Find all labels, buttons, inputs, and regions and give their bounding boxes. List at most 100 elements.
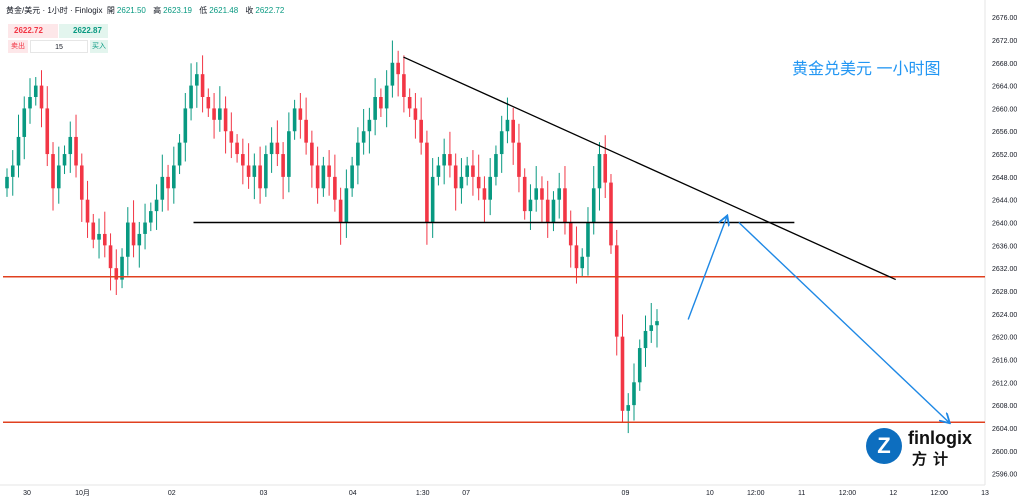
candle-body bbox=[154, 199, 159, 212]
x-tick-label: 09 bbox=[622, 490, 630, 497]
candle-body bbox=[396, 62, 400, 75]
y-tick-label: 2644.00 bbox=[992, 198, 1017, 205]
x-tick-label: 10 bbox=[706, 490, 714, 497]
candle-body bbox=[74, 136, 78, 166]
projection-arrow-up bbox=[687, 217, 727, 320]
projection-arrow-down bbox=[738, 222, 949, 423]
candle-body bbox=[413, 108, 418, 120]
y-tick-label: 2604.00 bbox=[992, 426, 1017, 433]
candle-body bbox=[356, 142, 360, 166]
trade-panel: 2622.72 2622.87 卖出 15 买入 bbox=[8, 24, 108, 54]
y-tick-label: 2600.00 bbox=[992, 449, 1017, 456]
candle-body bbox=[528, 199, 533, 212]
quantity-input[interactable]: 15 bbox=[30, 40, 88, 53]
candle-body bbox=[310, 142, 314, 166]
candle-body bbox=[223, 108, 228, 132]
low-value: 2621.48 bbox=[209, 6, 239, 15]
candle-body bbox=[551, 199, 556, 223]
candle-body bbox=[5, 176, 9, 189]
candle-body bbox=[114, 268, 119, 280]
candle-body bbox=[218, 108, 222, 120]
candle-body bbox=[442, 154, 446, 166]
candle-body bbox=[56, 165, 61, 189]
candle-body bbox=[614, 245, 619, 337]
candle-body bbox=[471, 165, 475, 177]
y-tick-label: 2664.00 bbox=[992, 84, 1017, 91]
candle-body bbox=[120, 256, 124, 280]
low-label: 低 bbox=[199, 6, 208, 15]
candle-body bbox=[79, 165, 84, 200]
candle-body bbox=[499, 131, 504, 155]
candle-body bbox=[166, 176, 170, 189]
candle-body bbox=[85, 199, 90, 223]
candle-body bbox=[160, 176, 165, 200]
y-tick-label: 2640.00 bbox=[992, 221, 1017, 228]
candle-body bbox=[591, 188, 596, 223]
candle-body bbox=[494, 154, 498, 177]
candle-body bbox=[68, 136, 73, 155]
candle-body bbox=[453, 165, 458, 189]
candle-body bbox=[304, 119, 308, 143]
candle-body bbox=[620, 336, 625, 411]
sell-price[interactable]: 2622.72 bbox=[8, 24, 58, 38]
y-tick-label: 2632.00 bbox=[992, 266, 1017, 273]
candle-body bbox=[281, 154, 285, 177]
x-tick-label: 12 bbox=[889, 490, 897, 497]
candle-body bbox=[425, 142, 429, 223]
descending-trendline bbox=[403, 56, 896, 281]
candle-body bbox=[200, 74, 205, 97]
open-value: 2621.50 bbox=[116, 6, 146, 15]
sell-button[interactable]: 卖出 bbox=[8, 40, 28, 53]
candle-body bbox=[97, 233, 101, 240]
close-label: 收 bbox=[245, 6, 254, 15]
candle-body bbox=[16, 136, 21, 166]
candle-body bbox=[149, 211, 153, 223]
candle-body bbox=[459, 176, 464, 189]
candle-body bbox=[390, 62, 395, 86]
y-tick-label: 2628.00 bbox=[992, 289, 1017, 296]
buy-button[interactable]: 买入 bbox=[90, 40, 108, 53]
y-tick-label: 2668.00 bbox=[992, 61, 1017, 68]
candle-body bbox=[172, 165, 176, 189]
y-tick-label: 2652.00 bbox=[992, 152, 1017, 159]
candle-body bbox=[402, 74, 406, 97]
symbol-label: 黄金/美元 · 1小时 · Finlogix bbox=[6, 6, 103, 15]
candle-body bbox=[51, 154, 55, 189]
candle-body bbox=[269, 142, 274, 155]
y-tick-label: 2608.00 bbox=[992, 403, 1017, 410]
candle-body bbox=[384, 85, 389, 109]
candle-body bbox=[534, 188, 539, 200]
candle-body bbox=[522, 176, 527, 212]
candle-body bbox=[505, 119, 510, 132]
candle-body bbox=[545, 199, 550, 223]
candle-body bbox=[379, 97, 383, 109]
candle-body bbox=[448, 154, 452, 166]
y-tick-label: 2612.00 bbox=[992, 380, 1017, 387]
logo-z-icon: Z bbox=[866, 428, 902, 464]
price-axis bbox=[985, 0, 1024, 500]
candle-body bbox=[131, 222, 136, 246]
candle-body bbox=[632, 382, 636, 406]
candle-body bbox=[62, 154, 67, 166]
candle-body bbox=[476, 176, 481, 189]
candle-body bbox=[626, 405, 631, 411]
candle-body bbox=[177, 142, 182, 166]
chart-title: 黄金兑美元 一小时图 bbox=[792, 61, 941, 78]
candle-body bbox=[241, 154, 245, 166]
candle-body bbox=[39, 85, 44, 109]
candle-body bbox=[287, 131, 291, 177]
candle-body bbox=[33, 85, 38, 97]
candle-body bbox=[229, 131, 234, 143]
candle-body bbox=[603, 154, 608, 183]
candle-body bbox=[465, 165, 469, 177]
x-tick-label: 07 bbox=[462, 490, 470, 497]
candle-body bbox=[212, 108, 216, 120]
candle-body bbox=[580, 256, 585, 269]
buy-price[interactable]: 2622.87 bbox=[59, 24, 108, 38]
candle-body bbox=[315, 165, 320, 189]
candle-body bbox=[419, 119, 423, 143]
y-tick-label: 2656.00 bbox=[992, 129, 1017, 136]
candle-body bbox=[373, 97, 377, 120]
x-tick-label: 12:00 bbox=[839, 490, 857, 497]
